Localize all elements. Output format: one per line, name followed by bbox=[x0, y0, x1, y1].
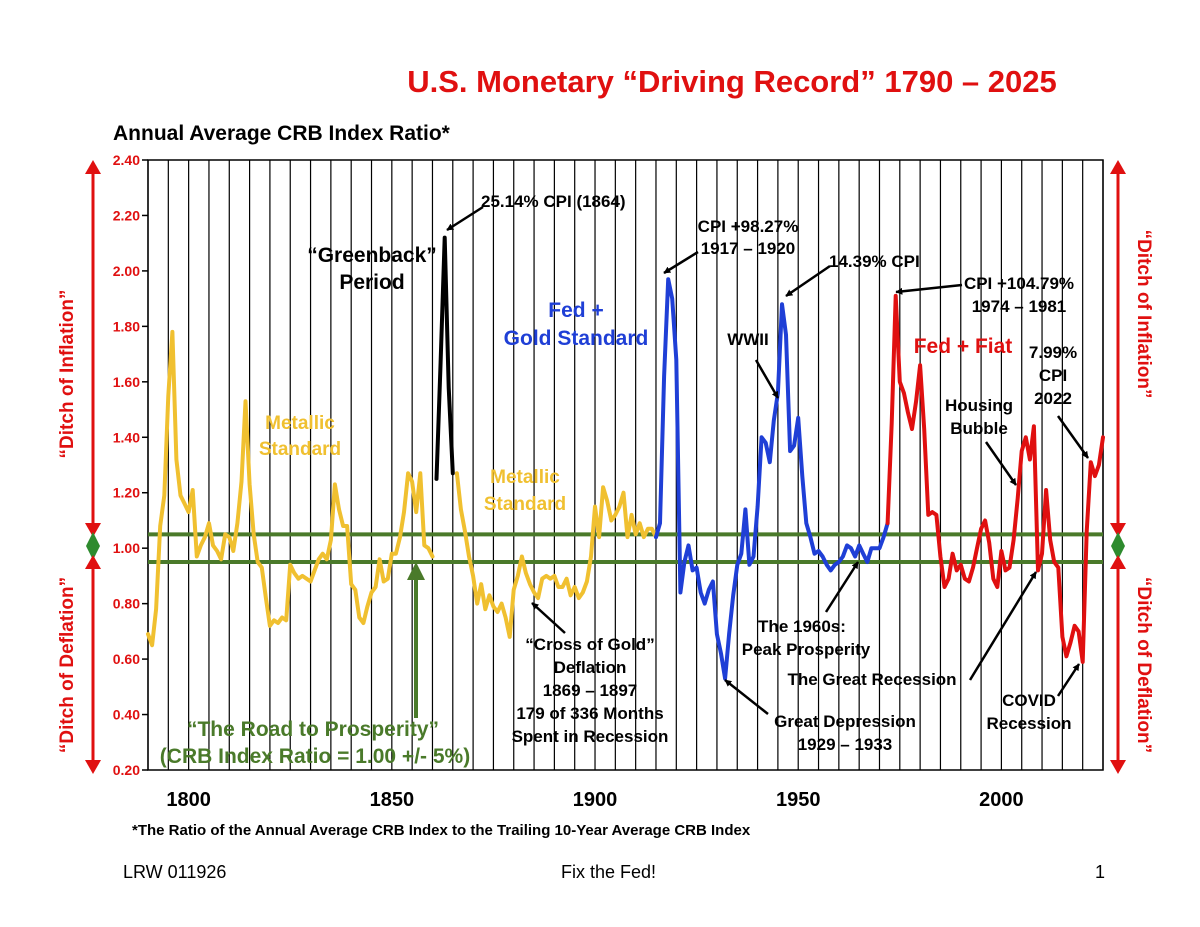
y-tick-label: 1.80 bbox=[113, 318, 140, 334]
label-road-2: (CRB Index Ratio = 1.00 +/- 5%) bbox=[160, 745, 470, 768]
label-cpi-1974-2: 1974 – 1981 bbox=[972, 297, 1067, 316]
left-band-diamond bbox=[86, 532, 100, 560]
label-cross-1: “Cross of Gold” bbox=[525, 635, 654, 654]
arrow-cpi-1439 bbox=[785, 264, 831, 298]
arrow-sixties bbox=[824, 561, 860, 613]
label-sixties-2: Peak Prosperity bbox=[742, 640, 871, 659]
right-inflation-arrow-bottom-head bbox=[1110, 523, 1126, 537]
left-inflation-label: “Ditch of Inflation” bbox=[57, 290, 78, 459]
x-tick-label: 1900 bbox=[573, 789, 618, 811]
right-deflation-label: “Ditch of Deflation” bbox=[1133, 577, 1154, 753]
label-road-1: “The Road to Prosperity” bbox=[187, 718, 439, 741]
y-tick-label: 1.60 bbox=[113, 374, 140, 390]
plot-grid bbox=[142, 159, 1104, 771]
arrow-cross-of-gold bbox=[531, 602, 566, 634]
label-depression-1: Great Depression bbox=[774, 712, 916, 731]
arrow-covid bbox=[1056, 663, 1081, 697]
arrow-cpi-1917 bbox=[663, 250, 699, 275]
x-tick-label: 1950 bbox=[776, 789, 821, 811]
label-cross-2: Deflation bbox=[554, 658, 627, 677]
left-deflation-arrow-bottom-head bbox=[85, 760, 101, 774]
y-tick-label: 2.40 bbox=[113, 152, 140, 168]
label-greenback-2: Period bbox=[339, 271, 404, 294]
arrow-wwii bbox=[754, 359, 780, 399]
label-metallic1-1: Metallic bbox=[265, 413, 335, 434]
label-depression-2: 1929 – 1933 bbox=[798, 735, 893, 754]
series-line-metallic2 bbox=[454, 471, 658, 639]
label-housing-1: Housing bbox=[945, 396, 1013, 415]
arrow-depression bbox=[724, 679, 769, 715]
label-cpi-2022-3: 2022 bbox=[1034, 389, 1072, 408]
label-greenback-1: “Greenback” bbox=[307, 244, 437, 267]
x-tick-label: 1800 bbox=[166, 789, 211, 811]
y-tick-label: 1.20 bbox=[113, 485, 140, 501]
right-inflation-arrow-top-head bbox=[1110, 160, 1126, 174]
left-inflation-arrow-top-head bbox=[85, 160, 101, 174]
label-sixties-1: The 1960s: bbox=[758, 617, 846, 636]
label-metallic2-1: Metallic bbox=[490, 467, 560, 488]
label-covid-2: Recession bbox=[986, 714, 1071, 733]
right-band-diamond bbox=[1111, 532, 1125, 560]
prosperity-band bbox=[148, 532, 1103, 565]
left-deflation-arrow-top-head bbox=[85, 555, 101, 569]
label-cross-5: Spent in Recession bbox=[512, 727, 669, 746]
annotations: 25.14% CPI (1864) “Greenback” Period Met… bbox=[160, 192, 1090, 768]
label-metallic1-2: Standard bbox=[259, 439, 341, 460]
arrow-cpi-1864 bbox=[446, 205, 484, 232]
right-inflation-label: “Ditch of Inflation” bbox=[1133, 230, 1154, 399]
label-fed-gold-1: Fed + bbox=[548, 299, 603, 322]
right-deflation-arrow-top-head bbox=[1110, 555, 1126, 569]
x-tick-label: 2000 bbox=[979, 789, 1024, 811]
label-wwii: WWII bbox=[727, 330, 769, 349]
arrow-great-recession bbox=[968, 571, 1038, 681]
chart-subtitle: Annual Average CRB Index Ratio* bbox=[113, 122, 451, 145]
label-cpi-1974-1: CPI +104.79% bbox=[964, 274, 1074, 293]
footnote: *The Ratio of the Annual Average CRB Ind… bbox=[132, 822, 751, 839]
left-ditch-arrows: “Ditch of Inflation” “Ditch of Deflation… bbox=[57, 160, 101, 774]
series-line-fed_gold bbox=[654, 277, 890, 681]
label-cpi-2022-1: 7.99% bbox=[1029, 343, 1077, 362]
label-cpi-2022-2: CPI bbox=[1039, 366, 1067, 385]
y-tick-label: 1.00 bbox=[113, 540, 140, 556]
series-group bbox=[146, 235, 1105, 681]
y-tick-label: 0.40 bbox=[113, 707, 140, 723]
label-housing-2: Bubble bbox=[950, 419, 1008, 438]
y-tick-label: 2.20 bbox=[113, 207, 140, 223]
y-tick-label: 1.40 bbox=[113, 429, 140, 445]
arrow-cpi-1974 bbox=[895, 283, 963, 295]
left-deflation-label: “Ditch of Deflation” bbox=[57, 577, 78, 753]
series-line-metallic1 bbox=[146, 329, 435, 648]
right-deflation-arrow-bottom-head bbox=[1110, 760, 1126, 774]
footer-center: Fix the Fed! bbox=[561, 862, 657, 882]
label-covid-1: COVID bbox=[1002, 691, 1056, 710]
arrow-housing bbox=[984, 441, 1018, 486]
label-cross-4: 179 of 336 Months bbox=[516, 704, 663, 723]
label-cpi-1439: 14.39% CPI bbox=[829, 252, 920, 271]
x-tick-label: 1850 bbox=[370, 789, 415, 811]
footer-right: 1 bbox=[1095, 862, 1106, 882]
left-inflation-arrow-bottom-head bbox=[85, 523, 101, 537]
label-cross-3: 1869 – 1897 bbox=[543, 681, 638, 700]
footer-left: LRW 011926 bbox=[123, 862, 227, 882]
plot-frame bbox=[147, 159, 1104, 771]
right-ditch-arrows: “Ditch of Inflation” “Ditch of Deflation… bbox=[1110, 160, 1154, 774]
label-great-recession: The Great Recession bbox=[787, 670, 956, 689]
road-arrow-head bbox=[407, 562, 425, 580]
label-cpi-1864: 25.14% CPI (1864) bbox=[481, 192, 626, 211]
series-line-greenback bbox=[434, 235, 455, 481]
y-tick-label: 2.00 bbox=[113, 263, 140, 279]
arrow-cpi-2022 bbox=[1056, 415, 1090, 459]
label-cpi-1917-2: 1917 – 1920 bbox=[701, 239, 796, 258]
label-cpi-1917-1: CPI +98.27% bbox=[698, 217, 799, 236]
label-metallic2-2: Standard bbox=[484, 494, 566, 515]
axis-ticks: 0.20 0.40 0.60 0.80 1.00 1.20 1.40 1.60 1.80 2.00… bbox=[113, 152, 1024, 811]
label-fed-fiat: Fed + Fiat bbox=[914, 335, 1013, 358]
chart-title: U.S. Monetary “Driving Record” 1790 – 20… bbox=[407, 64, 1057, 99]
y-tick-label: 0.60 bbox=[113, 651, 140, 667]
series-line-fed_fiat bbox=[885, 293, 1105, 664]
label-fed-gold-2: Gold Standard bbox=[504, 327, 649, 350]
y-tick-label: 0.80 bbox=[113, 596, 140, 612]
y-tick-label: 0.20 bbox=[113, 762, 140, 778]
